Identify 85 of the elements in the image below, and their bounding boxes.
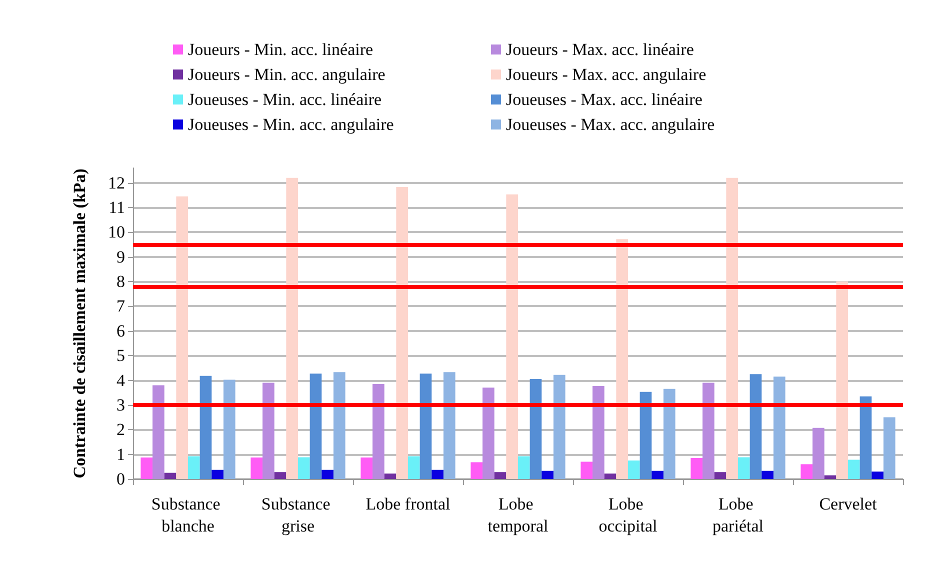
x-tick-label: Substance blanche <box>151 494 225 536</box>
x-tick-label: Lobe pariétal <box>712 494 764 536</box>
bar <box>443 372 456 479</box>
bar <box>726 178 738 479</box>
legend-label: Joueuses - Min. acc. angulaire <box>188 115 394 134</box>
bar <box>200 376 212 479</box>
bar <box>176 196 188 479</box>
bar <box>762 470 774 479</box>
bar <box>750 374 762 479</box>
bar <box>773 376 786 479</box>
y-tick-label: 12 <box>108 173 125 192</box>
bar <box>494 472 506 479</box>
y-tick-label: 6 <box>116 321 125 340</box>
bar <box>616 239 628 479</box>
bar <box>164 472 176 479</box>
bar <box>212 470 224 479</box>
y-tick-label: 1 <box>116 444 125 464</box>
bar <box>250 458 263 479</box>
bar <box>396 187 408 479</box>
bar <box>860 396 872 479</box>
bar <box>372 384 384 479</box>
legend-label: Joueurs - Max. acc. linéaire <box>506 40 694 59</box>
bar <box>223 380 236 479</box>
y-axis-title: Contrainte de cisaillement maximale (kPa) <box>70 168 89 478</box>
y-tick-label: 0 <box>116 470 125 488</box>
bar <box>652 470 664 479</box>
y-tick-label: 3 <box>116 395 125 414</box>
bar <box>384 474 396 479</box>
bar <box>553 374 566 479</box>
bar <box>690 458 703 479</box>
bar <box>530 379 542 479</box>
x-tick-label: Lobe temporal <box>488 494 548 536</box>
legend-label: Joueuses - Max. acc. linéaire <box>506 90 702 109</box>
bar <box>482 388 494 479</box>
bar <box>298 457 310 479</box>
bar <box>604 474 616 479</box>
bar <box>714 472 726 479</box>
bar <box>872 472 884 479</box>
bar <box>360 458 373 479</box>
bar <box>408 456 420 479</box>
x-tick-label: Substance grise <box>261 494 335 536</box>
bar <box>518 456 530 479</box>
bar <box>702 382 714 479</box>
bar <box>800 464 813 479</box>
bar <box>542 470 554 479</box>
legend-label: Joueuses - Min. acc. linéaire <box>188 90 382 109</box>
bar <box>640 392 652 479</box>
y-tick-label: 5 <box>116 346 125 366</box>
bar <box>738 457 750 479</box>
bar <box>592 386 604 479</box>
y-tick-label: 8 <box>116 272 125 292</box>
legend-label: Joueuses - Max. acc. angulaire <box>506 115 715 134</box>
bar <box>824 475 836 479</box>
y-tick-label: 2 <box>116 420 125 440</box>
bar <box>286 178 298 479</box>
bar <box>580 462 593 479</box>
bar <box>274 472 286 479</box>
y-tick-label: 10 <box>108 222 125 242</box>
bar <box>470 462 483 479</box>
bar <box>262 382 274 479</box>
legend-label: Joueurs - Min. acc. angulaire <box>188 65 386 84</box>
y-tick-label: 7 <box>116 296 126 316</box>
bar <box>432 470 444 479</box>
bar <box>152 385 164 479</box>
bar <box>310 374 322 479</box>
bar <box>333 372 346 479</box>
legend-label: Joueurs - Max. acc. angulaire <box>506 65 706 84</box>
x-tick-label: Cervelet <box>819 494 878 514</box>
x-tick-label: Lobe occipital <box>598 494 658 536</box>
bar <box>322 470 334 479</box>
y-tick-label: 11 <box>108 198 125 217</box>
bar <box>140 458 153 479</box>
bar <box>188 456 200 479</box>
y-tick-label: 4 <box>116 370 126 390</box>
bar <box>836 282 848 479</box>
bar <box>628 460 640 479</box>
bar <box>812 428 824 479</box>
bar <box>420 374 432 479</box>
bar <box>848 460 860 479</box>
y-tick-label: 9 <box>116 247 125 266</box>
bar <box>663 388 676 479</box>
legend-label: Joueurs - Min. acc. linéaire <box>188 40 374 59</box>
bar <box>506 194 518 479</box>
bar <box>883 417 896 479</box>
x-tick-label: Lobe frontal <box>366 494 451 514</box>
